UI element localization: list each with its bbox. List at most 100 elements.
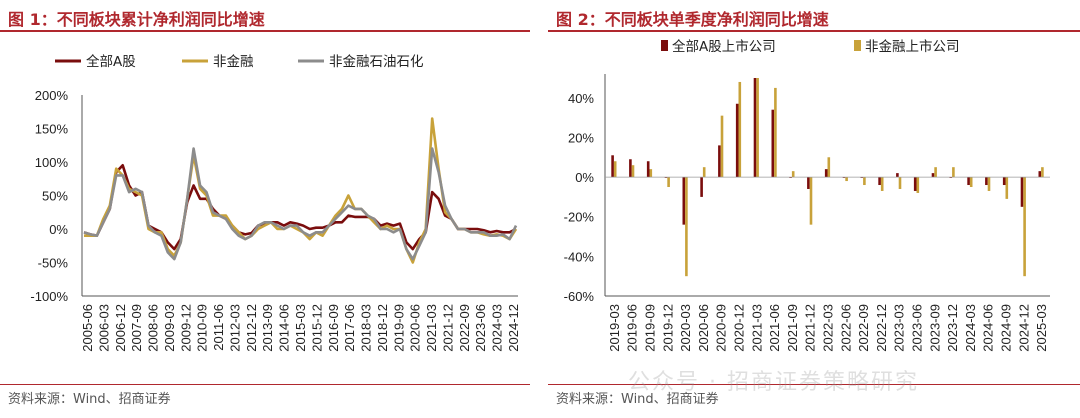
x-tick-label: 2021-03	[424, 304, 439, 352]
x-tick-label: 2025-03	[1034, 304, 1049, 352]
source-note-left: 资料来源：Wind、招商证券	[8, 392, 171, 407]
x-tick-label: 2010-09	[195, 304, 210, 352]
bar	[753, 78, 757, 178]
bar	[931, 173, 935, 178]
x-tick-label: 2023-06	[473, 304, 488, 352]
x-tick-label: 2012-12	[244, 304, 259, 352]
bar	[880, 177, 884, 191]
legend-swatch	[854, 40, 861, 51]
chart-panel-right: 图 2：不同板块单季度净利润同比增速 全部A股上市公司 非金融上市公司 -60% -4…	[548, 0, 1080, 418]
x-tick-label: 2015-03	[293, 304, 308, 352]
x-tick-label: 2014-06	[277, 304, 292, 352]
y-tick-label: -60%	[564, 289, 595, 304]
y-tick-label: -100%	[30, 289, 68, 304]
x-tick-label: 2021-06	[767, 304, 782, 352]
legend-label: 非金融上市公司	[865, 38, 960, 55]
x-tick-label: 2007-09	[129, 304, 144, 352]
x-tick-label: 2016-09	[326, 304, 341, 352]
bar	[667, 177, 670, 187]
x-tick-label: 2021-12	[440, 304, 455, 352]
x-tick-label: 2017-06	[342, 304, 357, 352]
x-tick-label: 2022-06	[838, 304, 853, 352]
x-tick-label: 2022-03	[821, 304, 836, 352]
x-tick-label: 2021-03	[749, 304, 764, 352]
chart-title-left: 图 1：不同板块累计净利润同比增速	[8, 10, 265, 29]
x-tick-label: 2020-06	[696, 304, 711, 352]
y-tick-label: -50%	[38, 256, 69, 271]
bar	[791, 171, 795, 178]
x-tick-label: 2015-12	[309, 304, 324, 352]
x-tick-label: 2011-06	[211, 304, 226, 351]
series-line	[83, 164, 517, 251]
bar	[1002, 177, 1006, 186]
y-tick-label: 0%	[49, 222, 68, 237]
x-tick-label: 2023-06	[910, 304, 925, 352]
bar	[985, 177, 988, 186]
bar	[913, 177, 917, 191]
bar	[863, 177, 866, 186]
bar	[738, 81, 742, 178]
x-tick-label: 2024-12	[506, 304, 521, 352]
x-tick-label: 2024-03	[963, 304, 978, 352]
x-tick-label: 2024-09	[999, 304, 1014, 352]
title-rule-left	[0, 30, 530, 32]
bar	[718, 145, 721, 178]
bar	[934, 167, 937, 178]
x-tick-label: 2023-03	[892, 304, 907, 352]
legend-swatch	[661, 40, 668, 51]
bar	[735, 103, 739, 178]
y-tick-label: -40%	[564, 249, 595, 264]
x-tick-label: 2006-12	[113, 304, 128, 352]
x-tick-label: 2020-12	[732, 304, 747, 352]
bar	[685, 177, 688, 277]
bar	[845, 177, 848, 182]
bar	[878, 177, 881, 186]
y-tick-label: 50%	[42, 189, 68, 204]
x-tick-label: 2006-03	[96, 304, 111, 352]
x-tick-label: 2021-12	[803, 304, 818, 352]
legend-label: 全部A股上市公司	[672, 38, 776, 55]
x-tick-label: 2021-09	[785, 304, 800, 352]
bar	[916, 177, 920, 193]
chart-title-right: 图 2：不同板块单季度净利润同比增速	[556, 10, 829, 29]
bar	[1023, 177, 1026, 277]
bar	[629, 159, 632, 178]
bar	[682, 177, 686, 225]
bar	[631, 165, 635, 178]
legend-label: 全部A股	[86, 53, 136, 70]
line-chart: 全部A股 非金融 非金融石油石化 -100% -50% 0% 50% 100% 150% 200%…	[30, 53, 521, 352]
y-tick-label: 100%	[35, 155, 69, 170]
bar-chart: 全部A股上市公司 非金融上市公司 -60% -40% -20% 0% 20% 40% 2019-…	[564, 38, 1050, 352]
x-tick-label: 2019-03	[607, 304, 622, 352]
x-tick-label: 2008-06	[146, 304, 161, 352]
bar	[1005, 177, 1009, 199]
x-tick-label: 2018-03	[359, 304, 374, 352]
bar	[613, 161, 617, 178]
x-tick-label: 2023-12	[945, 304, 960, 352]
watermark: 公众号 · 招商证券策略研究	[628, 370, 919, 395]
x-tick-label: 2019-09	[643, 304, 658, 352]
bar	[1041, 167, 1044, 178]
x-tick-label: 2022-12	[874, 304, 889, 352]
footer-rule-right	[548, 384, 1080, 385]
x-tick-label: 2019-09	[391, 304, 406, 352]
x-tick-label: 2009-03	[162, 304, 177, 352]
x-tick-label: 2022-09	[856, 304, 871, 352]
bar	[824, 169, 828, 178]
bar	[611, 155, 614, 178]
footer-rule-left	[0, 384, 530, 385]
x-tick-label: 2019-06	[625, 304, 640, 352]
bar	[898, 177, 902, 189]
x-tick-label: 2012-03	[227, 304, 242, 352]
x-tick-label: 2022-09	[457, 304, 472, 352]
title-rule-right	[548, 30, 1080, 32]
bar	[987, 177, 991, 191]
bar	[756, 78, 759, 178]
bar	[952, 167, 955, 178]
bar	[702, 167, 706, 178]
bar	[967, 177, 970, 186]
y-tick-label: 0%	[575, 170, 594, 185]
y-tick-label: 150%	[35, 122, 69, 137]
x-tick-label: 2024-12	[1016, 304, 1031, 352]
bar	[807, 177, 810, 189]
